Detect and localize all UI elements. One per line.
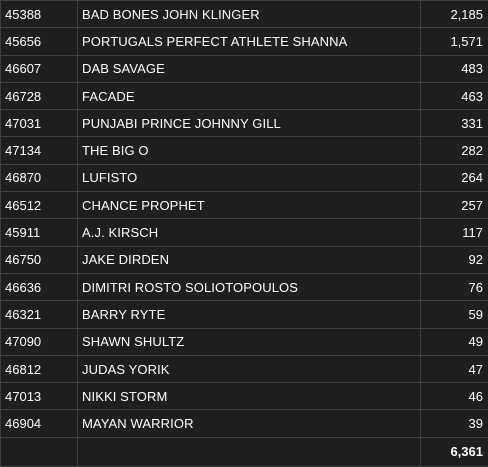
total-id-cell [1, 437, 78, 466]
row-name: PUNJABI PRINCE JOHNNY GILL [78, 110, 421, 137]
total-row: 6,361 [1, 437, 488, 466]
row-value: 47 [421, 355, 488, 382]
row-id: 45388 [1, 1, 78, 28]
row-name: DAB SAVAGE [78, 55, 421, 82]
row-id: 45656 [1, 28, 78, 55]
row-value: 2,185 [421, 1, 488, 28]
row-id: 46870 [1, 164, 78, 191]
row-value: 46 [421, 383, 488, 410]
row-id: 46607 [1, 55, 78, 82]
row-name: PORTUGALS PERFECT ATHLETE SHANNA [78, 28, 421, 55]
row-id: 46321 [1, 301, 78, 328]
row-name: JUDAS YORIK [78, 355, 421, 382]
table-row: 46321 BARRY RYTE 59 [1, 301, 488, 328]
row-value: 257 [421, 192, 488, 219]
row-name: BAD BONES JOHN KLINGER [78, 1, 421, 28]
row-name: JAKE DIRDEN [78, 246, 421, 273]
table-row: 47090 SHAWN SHULTZ 49 [1, 328, 488, 355]
row-value: 76 [421, 273, 488, 300]
table-row: 45911 A.J. KIRSCH 117 [1, 219, 488, 246]
table-row: 46750 JAKE DIRDEN 92 [1, 246, 488, 273]
row-id: 46512 [1, 192, 78, 219]
row-name: SHAWN SHULTZ [78, 328, 421, 355]
row-name: NIKKI STORM [78, 383, 421, 410]
row-value: 331 [421, 110, 488, 137]
row-value: 39 [421, 410, 488, 437]
total-name-cell [78, 437, 421, 466]
row-name: DIMITRI ROSTO SOLIOTOPOULOS [78, 273, 421, 300]
row-name: MAYAN WARRIOR [78, 410, 421, 437]
row-name: FACADE [78, 82, 421, 109]
table-row: 45388 BAD BONES JOHN KLINGER 2,185 [1, 1, 488, 28]
table-row: 46636 DIMITRI ROSTO SOLIOTOPOULOS 76 [1, 273, 488, 300]
row-value: 92 [421, 246, 488, 273]
row-id: 47134 [1, 137, 78, 164]
row-id: 45911 [1, 219, 78, 246]
table-row: 47031 PUNJABI PRINCE JOHNNY GILL 331 [1, 110, 488, 137]
row-name: A.J. KIRSCH [78, 219, 421, 246]
table-row: 46812 JUDAS YORIK 47 [1, 355, 488, 382]
row-id: 47031 [1, 110, 78, 137]
row-value: 1,571 [421, 28, 488, 55]
row-value: 117 [421, 219, 488, 246]
row-value: 49 [421, 328, 488, 355]
row-name: THE BIG O [78, 137, 421, 164]
table-row: 45656 PORTUGALS PERFECT ATHLETE SHANNA 1… [1, 28, 488, 55]
row-value: 264 [421, 164, 488, 191]
row-id: 47090 [1, 328, 78, 355]
row-value: 59 [421, 301, 488, 328]
table-row: 46607 DAB SAVAGE 483 [1, 55, 488, 82]
row-value: 463 [421, 82, 488, 109]
table-row: 46870 LUFISTO 264 [1, 164, 488, 191]
row-id: 46904 [1, 410, 78, 437]
table-row: 47134 THE BIG O 282 [1, 137, 488, 164]
row-value: 282 [421, 137, 488, 164]
row-name: CHANCE PROPHET [78, 192, 421, 219]
table-row: 47013 NIKKI STORM 46 [1, 383, 488, 410]
row-id: 47013 [1, 383, 78, 410]
row-value: 483 [421, 55, 488, 82]
row-name: BARRY RYTE [78, 301, 421, 328]
table-row: 46512 CHANCE PROPHET 257 [1, 192, 488, 219]
row-name: LUFISTO [78, 164, 421, 191]
row-id: 46728 [1, 82, 78, 109]
row-id: 46750 [1, 246, 78, 273]
table-row: 46904 MAYAN WARRIOR 39 [1, 410, 488, 437]
row-id: 46812 [1, 355, 78, 382]
total-value: 6,361 [421, 437, 488, 466]
table-row: 46728 FACADE 463 [1, 82, 488, 109]
row-id: 46636 [1, 273, 78, 300]
